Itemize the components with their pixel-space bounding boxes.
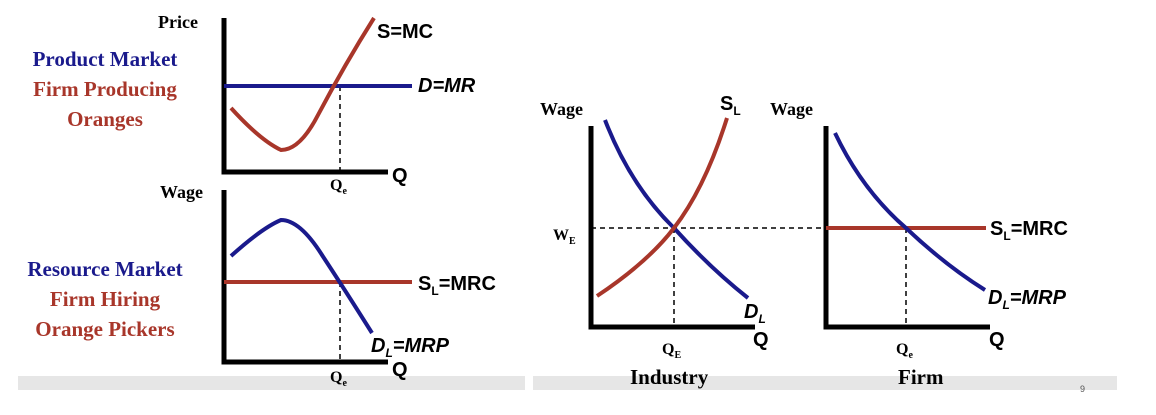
- resource-axes: [221, 190, 388, 365]
- resource-supply-label: SL=MRC: [418, 273, 496, 298]
- industry-demand-label: DL: [744, 301, 766, 326]
- product-market-title: Product Market: [32, 47, 178, 71]
- product-market-label: Product Market Firm Producing Oranges: [0, 44, 210, 134]
- product-supply-label: S=MC: [377, 21, 433, 43]
- industry-y-axis-label: Wage: [540, 99, 583, 119]
- industry-caption: Industry: [630, 365, 709, 389]
- industry-we-tick: WE: [553, 227, 576, 247]
- resource-pickers-line: Orange Pickers: [35, 317, 175, 341]
- firm-x-axis-label: Q: [989, 329, 1005, 351]
- slide-number: 9: [1080, 384, 1085, 394]
- firm-caption: Firm: [898, 365, 944, 389]
- industry-supply-curve: [595, 117, 729, 298]
- product-market-chart: Price Q Qe S=MC D=MR: [158, 12, 476, 197]
- industry-chart: Wage Q WE QE SL DL Industry: [540, 93, 828, 389]
- resource-demand-curve: [229, 217, 374, 335]
- resource-firm-line: Firm Hiring: [49, 287, 161, 311]
- firm-demand-curve: [833, 132, 987, 292]
- industry-x-axis-label: Q: [753, 329, 769, 351]
- industry-demand-curve: [603, 119, 750, 300]
- product-supply-curve: [229, 16, 376, 153]
- firm-qe-tick: Qe: [896, 341, 913, 361]
- industry-supply-label: SL: [720, 93, 741, 118]
- resource-y-axis-label: Wage: [160, 182, 203, 202]
- resource-market-title: Resource Market: [27, 257, 183, 281]
- product-demand-label: D=MR: [418, 75, 476, 97]
- firm-axes: [823, 126, 990, 330]
- resource-qe-tick: Qe: [330, 369, 347, 389]
- product-firm-line: Firm Producing: [33, 77, 177, 101]
- firm-chart: Wage Q Qe SL=MRC DL=MRP Firm: [770, 99, 1068, 389]
- product-qe-tick: Qe: [330, 177, 347, 197]
- firm-demand-label: DL=MRP: [988, 287, 1067, 312]
- right-shadow-bar: [533, 376, 1117, 390]
- left-shadow-bar: [18, 376, 525, 390]
- firm-supply-label: SL=MRC: [990, 218, 1068, 243]
- product-oranges-line: Oranges: [67, 107, 143, 131]
- firm-y-axis-label: Wage: [770, 99, 813, 119]
- industry-axes: [588, 126, 755, 330]
- resource-market-label: Resource Market Firm Hiring Orange Picke…: [0, 254, 210, 344]
- product-axes: [221, 18, 388, 175]
- product-x-axis-label: Q: [392, 165, 408, 187]
- product-y-axis-label: Price: [158, 12, 198, 32]
- resource-x-axis-label: Q: [392, 359, 408, 381]
- industry-qe-tick: QE: [662, 341, 681, 361]
- resource-demand-label: DL=MRP: [371, 335, 450, 360]
- resource-market-chart: Wage Q Qe SL=MRC DL=MRP: [160, 182, 496, 389]
